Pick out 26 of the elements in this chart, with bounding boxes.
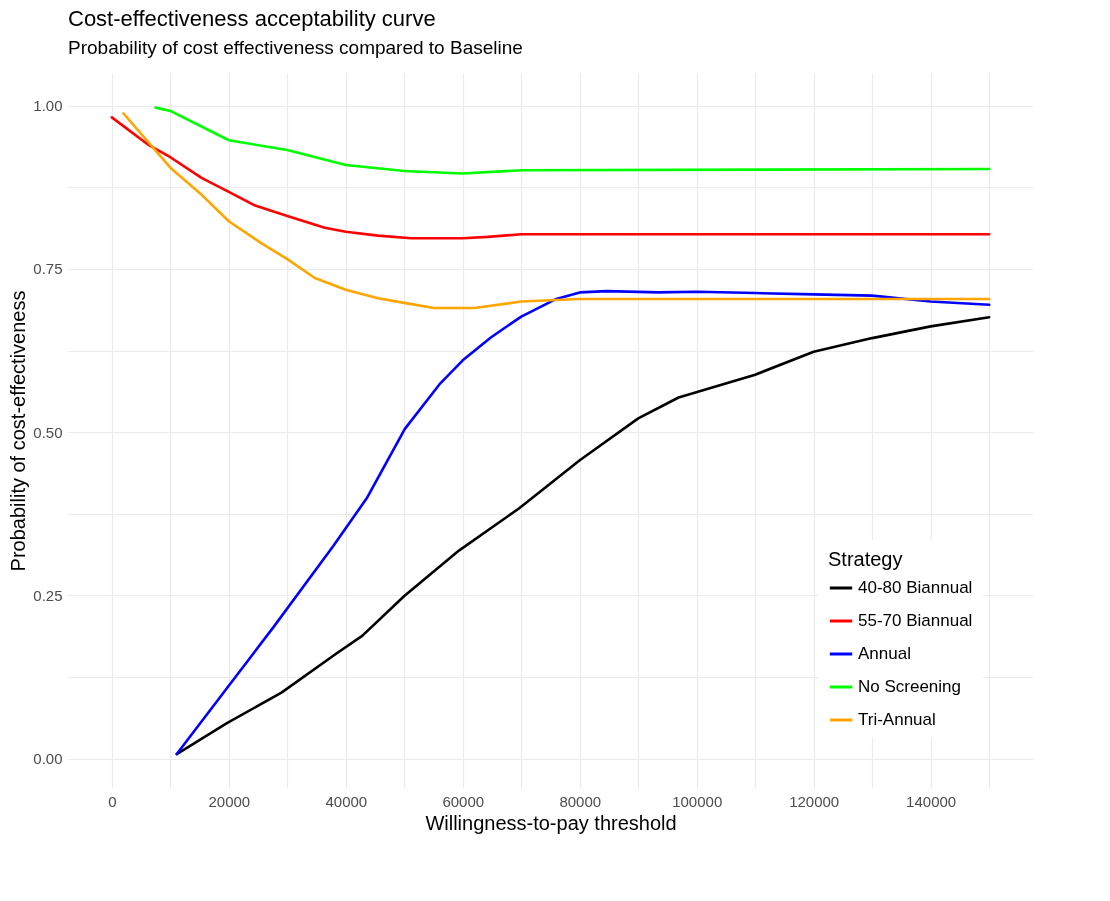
x-tick-label: 40000	[325, 792, 368, 810]
legend-label: No Screening	[858, 677, 962, 696]
line-series	[154, 106, 991, 175]
x-tick-label: 140000	[906, 792, 957, 810]
legend-label: 40-80 Biannual	[858, 578, 973, 597]
legend-label: Annual	[858, 644, 911, 663]
y-tick-label: 0.00	[33, 750, 63, 768]
x-tick-label: 60000	[442, 792, 485, 810]
y-tick-label: 0.25	[33, 586, 63, 604]
line-series	[110, 116, 991, 240]
x-tick-label: 0	[108, 792, 117, 810]
x-axis-title: Willingness-to-pay threshold	[425, 811, 677, 834]
legend-label: Tri-Annual	[858, 710, 936, 729]
chart-subtitle: Probability of cost effectiveness compared to Baseline	[68, 37, 523, 58]
chart-title: Cost-effectiveness acceptability curve	[68, 6, 436, 31]
y-tick-label: 0.50	[33, 423, 63, 441]
x-tick-label: 80000	[559, 792, 602, 810]
y-tick-label: 1.00	[33, 97, 63, 115]
legend-label: 55-70 Biannual	[858, 611, 973, 630]
y-tick-label: 0.75	[33, 260, 63, 278]
legend-title: Strategy	[828, 548, 903, 570]
line-series	[122, 112, 991, 310]
x-tick-label: 20000	[208, 792, 251, 810]
x-tick-label: 120000	[789, 792, 840, 810]
x-tick-label: 100000	[672, 792, 723, 810]
y-axis-title: Probability of cost-effectiveness	[7, 290, 30, 572]
